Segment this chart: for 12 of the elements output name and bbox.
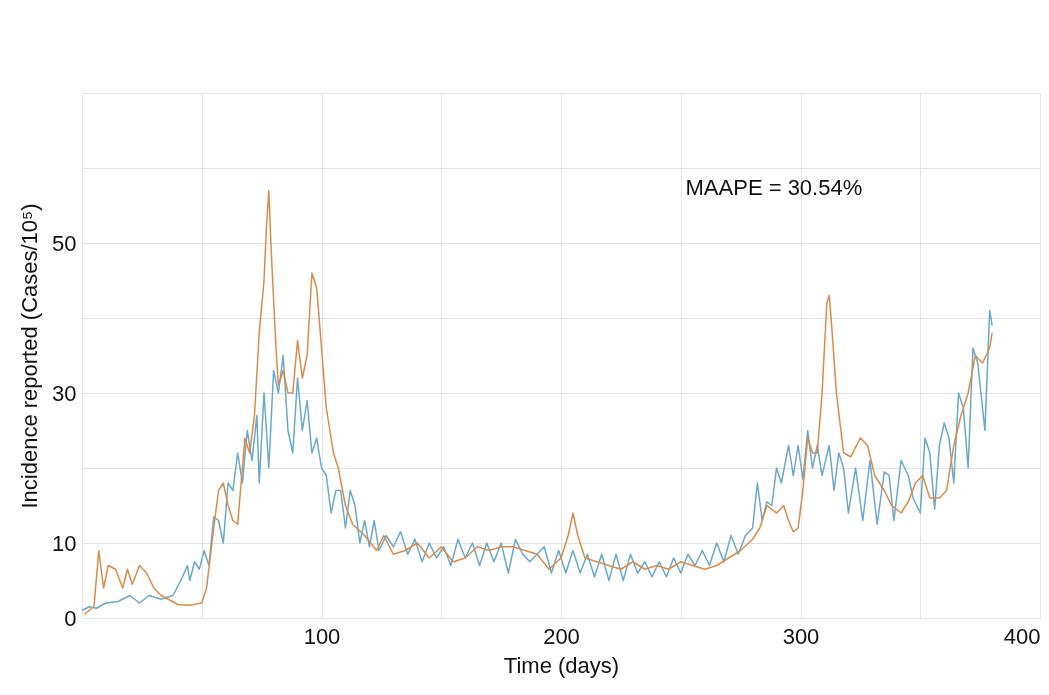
x-tick-label: 100: [303, 623, 341, 649]
x-axis-title: Time (days): [503, 652, 620, 678]
y-axis-title: Incidence reported (Cases/10⁵): [17, 203, 43, 509]
y-tick-label: 0: [64, 605, 77, 631]
x-tick-label: 300: [782, 623, 820, 649]
annotation: MAAPE = 30.54%: [685, 174, 863, 200]
x-tick-label: 200: [543, 623, 580, 649]
line-series: [81, 309, 993, 612]
y-tick-label: 30: [52, 380, 77, 406]
y-tick-label: 10: [52, 530, 77, 556]
x-tick-label: 400: [1003, 623, 1041, 649]
y-tick-label: 50: [52, 230, 77, 256]
